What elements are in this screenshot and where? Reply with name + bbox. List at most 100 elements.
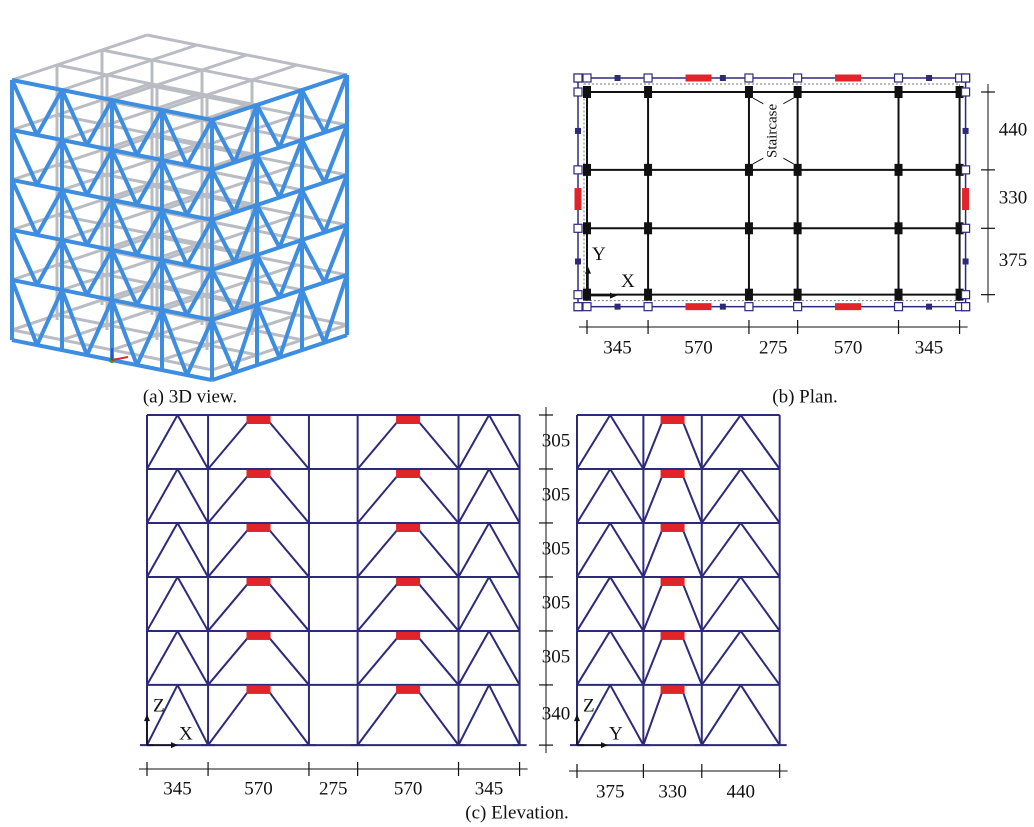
- column: [794, 86, 802, 98]
- column: [794, 222, 802, 234]
- link: [661, 686, 685, 694]
- brace: [459, 469, 490, 523]
- brace: [741, 415, 780, 469]
- column: [644, 222, 652, 234]
- perimeter-node: [644, 74, 652, 82]
- brace: [269, 583, 309, 631]
- frame-3d: [62, 45, 197, 90]
- link: [835, 303, 861, 310]
- staircase-label: Staircase: [765, 104, 781, 158]
- dimension-label: 440: [999, 119, 1028, 140]
- brace: [683, 691, 702, 745]
- caption: (a) 3D view.: [143, 386, 237, 407]
- brace: [208, 475, 248, 523]
- brace: [643, 421, 662, 469]
- column: [583, 289, 591, 301]
- perimeter-node: [720, 75, 726, 81]
- frame-3d: [147, 35, 347, 75]
- link: [396, 470, 420, 478]
- brace: [702, 577, 741, 631]
- perimeter-node: [794, 74, 802, 82]
- link: [396, 632, 420, 640]
- link: [396, 524, 420, 532]
- axis-label: Z: [153, 695, 165, 716]
- perimeter-node: [745, 303, 753, 311]
- frame-3d: [162, 310, 187, 375]
- dimension-label: 305: [542, 484, 571, 505]
- column: [745, 86, 753, 98]
- frame-3d: [302, 190, 325, 232]
- brace: [643, 637, 662, 685]
- brace: [418, 583, 458, 631]
- brace: [702, 523, 741, 577]
- brace: [418, 421, 458, 469]
- perimeter-node: [615, 304, 621, 310]
- link: [247, 632, 271, 640]
- dimension-label: 570: [834, 337, 863, 358]
- link: [396, 578, 420, 586]
- brace: [208, 421, 248, 469]
- figure: (a) 3D view. (b) Plan. (c) Elevation. St…: [0, 0, 1034, 827]
- brace: [269, 475, 309, 523]
- dimension-label: 345: [603, 337, 632, 358]
- frame-3d: [112, 300, 137, 365]
- brace: [358, 529, 398, 577]
- perimeter-node: [962, 166, 970, 174]
- brace: [702, 469, 741, 523]
- brace: [459, 577, 490, 631]
- frame-3d: [212, 175, 347, 220]
- link: [396, 416, 420, 424]
- link: [661, 524, 685, 532]
- brace: [269, 637, 309, 685]
- link: [835, 75, 861, 82]
- dimension-label: 345: [163, 778, 192, 799]
- perimeter-node: [926, 75, 932, 81]
- perimeter-node: [962, 74, 970, 82]
- brace: [741, 577, 780, 631]
- dimension-label: 330: [999, 187, 1028, 208]
- dimension-label: 340: [542, 703, 571, 724]
- brace: [269, 691, 309, 745]
- perimeter-node: [962, 291, 970, 299]
- frame-3d: [162, 65, 297, 110]
- brace: [269, 421, 309, 469]
- perimeter-node: [963, 258, 969, 264]
- brace: [418, 691, 458, 745]
- axis-label: Y: [592, 244, 606, 265]
- perimeter-node: [895, 74, 903, 82]
- brace: [358, 583, 398, 631]
- brace: [459, 415, 490, 469]
- perimeter-node: [574, 224, 582, 232]
- brace: [577, 469, 610, 523]
- brace: [489, 523, 520, 577]
- brace: [643, 583, 662, 631]
- column: [794, 164, 802, 176]
- brace: [459, 631, 490, 685]
- brace: [610, 631, 643, 685]
- perimeter-node: [644, 303, 652, 311]
- brace: [208, 691, 248, 745]
- column: [895, 289, 903, 301]
- frame-3d: [12, 280, 37, 345]
- link: [661, 578, 685, 586]
- axis-label: Y: [609, 723, 623, 744]
- dimension-label: 275: [319, 778, 348, 799]
- column: [745, 164, 753, 176]
- frame-3d: [325, 275, 348, 343]
- column: [895, 86, 903, 98]
- brace: [610, 415, 643, 469]
- perimeter-node: [574, 74, 582, 82]
- link: [247, 416, 271, 424]
- link: [247, 686, 271, 694]
- dimension-label: 305: [542, 538, 571, 559]
- brace: [459, 523, 490, 577]
- brace: [610, 469, 643, 523]
- brace: [683, 421, 702, 469]
- brace: [489, 469, 520, 523]
- brace: [683, 637, 702, 685]
- column: [745, 289, 753, 301]
- brace: [147, 577, 178, 631]
- brace: [147, 631, 178, 685]
- link: [661, 416, 685, 424]
- brace: [702, 631, 741, 685]
